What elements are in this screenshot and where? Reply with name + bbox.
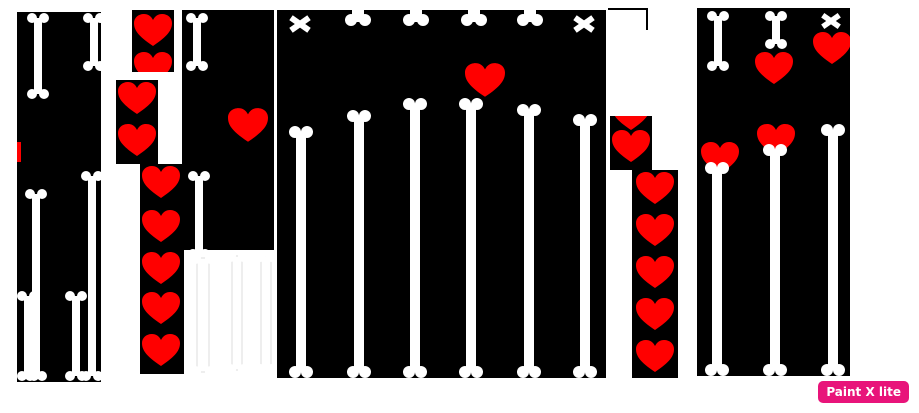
soul-heart-icon xyxy=(118,82,156,114)
frame-heart-stack xyxy=(140,164,184,374)
bone-icon xyxy=(765,11,787,49)
frame-edge xyxy=(608,8,648,10)
soul-heart-icon xyxy=(813,32,850,64)
frame-bones-right xyxy=(697,8,850,376)
bone-icon xyxy=(573,114,597,378)
soul-heart-icon xyxy=(142,252,180,284)
bone-icon xyxy=(189,252,217,378)
bone-icon xyxy=(188,171,210,250)
bone-cross-icon xyxy=(821,12,841,30)
bone-icon xyxy=(83,13,101,71)
bone-cross-icon xyxy=(573,15,595,33)
frame-heart-stack xyxy=(116,80,158,164)
bone-icon xyxy=(517,104,541,378)
bone-end-icon xyxy=(517,10,543,26)
soul-heart-icon xyxy=(142,334,180,366)
frame-single-heart xyxy=(182,10,274,250)
bone-end-icon xyxy=(345,10,371,26)
frame-heart-stack xyxy=(610,116,652,170)
paint-x-lite-watermark: Paint X lite xyxy=(818,381,909,403)
soul-heart-icon xyxy=(134,52,172,72)
soul-heart-icon xyxy=(614,116,648,130)
bone-icon xyxy=(254,250,278,376)
bone-icon xyxy=(17,291,39,381)
bone-icon xyxy=(403,98,427,378)
soul-heart-icon xyxy=(636,298,674,330)
soul-heart-icon xyxy=(134,14,172,46)
bone-icon xyxy=(224,250,250,376)
bone-icon xyxy=(347,110,371,378)
frame-heart-stack xyxy=(132,10,174,72)
soul-heart-icon xyxy=(636,214,674,246)
soul-heart-icon xyxy=(142,210,180,242)
bone-icon xyxy=(81,171,101,381)
bone-icon xyxy=(459,98,483,378)
soul-heart-icon xyxy=(636,340,674,372)
bone-icon xyxy=(705,162,729,376)
frame-edge xyxy=(646,8,648,30)
bone-icon xyxy=(821,124,845,376)
frame-main-arena xyxy=(277,10,606,378)
bone-end-icon xyxy=(461,10,487,26)
bone-icon xyxy=(763,144,787,376)
soul-heart-icon xyxy=(142,292,180,324)
bone-icon xyxy=(27,13,49,99)
soul-heart-icon xyxy=(755,52,793,84)
bone-icon xyxy=(65,291,87,381)
bone-cross-icon xyxy=(289,15,311,33)
watermark-label: Paint X lite xyxy=(826,385,901,399)
soul-heart-icon xyxy=(142,166,180,198)
bone-end-icon xyxy=(403,10,429,26)
bone-icon xyxy=(707,11,729,71)
soul-heart-icon xyxy=(228,108,268,142)
bone-icon xyxy=(186,13,208,71)
heart-fragment xyxy=(17,142,21,162)
soul-heart-icon xyxy=(465,63,505,97)
soul-heart-icon xyxy=(118,124,156,156)
frame-heart-stack xyxy=(632,170,678,378)
soul-heart-icon xyxy=(636,256,674,288)
frame-bones-left xyxy=(17,12,101,382)
soul-heart-icon xyxy=(612,130,650,162)
soul-heart-icon xyxy=(636,172,674,204)
bone-icon xyxy=(289,126,313,378)
